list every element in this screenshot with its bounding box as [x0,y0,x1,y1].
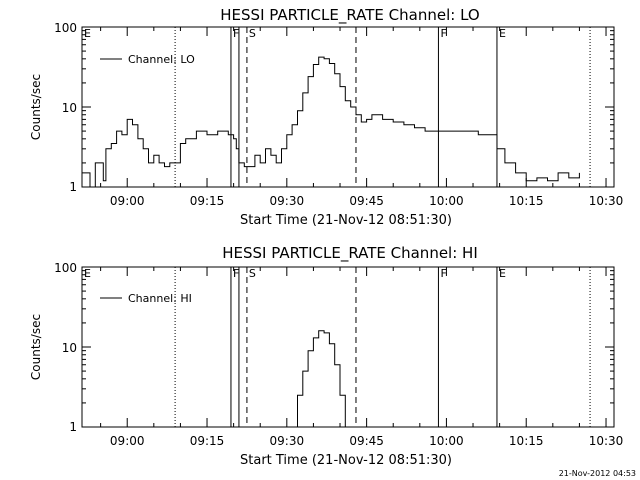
series-line-lo [82,56,580,188]
y-ticks-hi [82,266,614,428]
series-path [292,330,346,428]
event-marker-label: E [499,27,506,40]
legend-label-hi: Channel: HI [128,292,192,305]
x-ticks-lo: 09:00 09:15 09:30 09:45 10:00 10:15 10:30 [100,27,624,208]
chart-panel-hi: HESSI PARTICLE_RATE Channel: HI Counts/s… [29,244,623,468]
y-ticks-lo [82,26,614,188]
x-tick-label: 09:15 [190,194,225,208]
y-tick-label-lo-100: 100 [54,21,77,35]
x-tick-label: 09:30 [270,434,305,448]
y-tick-label-hi-10: 10 [62,341,77,355]
event-marker-label: E [84,267,91,280]
x-tick-label: 10:15 [509,434,544,448]
event-marker-label: F [233,27,239,40]
y-tick-label-lo-10: 10 [62,101,77,115]
x-tick-label: 10:15 [509,194,544,208]
x-tick-label: 10:00 [429,194,464,208]
event-marker-label: S [249,267,256,280]
x-axis-label-lo: Start Time (21-Nov-12 08:51:30) [240,213,452,228]
event-marker-label: E [84,27,91,40]
event-marker-label: S [249,27,256,40]
x-tick-label: 10:30 [589,194,624,208]
x-tick-label: 09:45 [349,194,384,208]
x-tick-label: 10:30 [589,434,624,448]
y-tick-label-lo-1: 1 [69,180,77,194]
series-line-hi [292,330,346,428]
legend-label-lo: Channel: LO [128,53,195,66]
x-ticks-hi: 09:00 09:15 09:30 09:45 10:00 10:15 10:30 [100,267,624,448]
y-axis-label-hi: Counts/sec [29,314,43,380]
x-tick-label: 09:00 [110,434,145,448]
event-marker-label: E [499,267,506,280]
x-tick-label: 10:00 [429,434,464,448]
x-tick-label: 09:15 [190,434,225,448]
plot-frame-hi [81,266,615,428]
footer-timestamp: 21-Nov-2012 04:53 [559,469,636,478]
event-marker-label: F [233,267,239,280]
event-marker-label: F [440,267,446,280]
series-path [82,56,580,188]
x-tick-label: 09:30 [270,194,305,208]
event-marker-label: F [440,27,446,40]
y-axis-label-lo: Counts/sec [29,74,43,140]
y-tick-label-hi-1: 1 [69,420,77,434]
x-axis-label-hi: Start Time (21-Nov-12 08:51:30) [240,453,452,468]
x-tick-label: 09:45 [349,434,384,448]
y-tick-label-hi-100: 100 [54,261,77,275]
chart-title-hi: HESSI PARTICLE_RATE Channel: HI [222,244,478,263]
chart-panel-lo: HESSI PARTICLE_RATE Channel: LO Counts/s… [29,6,623,228]
x-tick-label: 09:00 [110,194,145,208]
chart-title-lo: HESSI PARTICLE_RATE Channel: LO [220,6,479,25]
